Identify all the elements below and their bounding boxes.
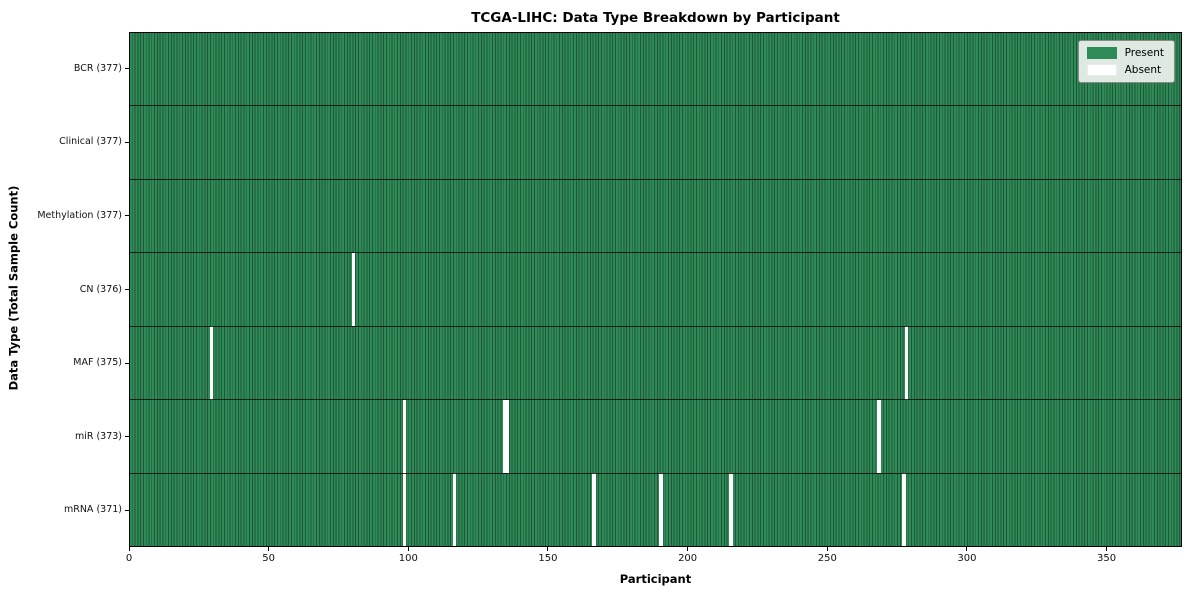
y-tick-label: MAF (375) [73, 357, 122, 369]
y-tick-mark [124, 215, 129, 217]
row-MAF [129, 326, 1182, 400]
row-Clinical [129, 106, 1182, 180]
y-tick-label: BCR (377) [73, 62, 122, 74]
y-tick-mark [124, 68, 129, 70]
x-axis-title: Participant [619, 572, 692, 586]
x-tick-label: 200 [678, 553, 698, 564]
y-tick-label: CN (376) [79, 283, 122, 295]
x-tick-label: 250 [817, 553, 837, 564]
x-tick-label: 150 [538, 553, 558, 564]
absent-bar [452, 473, 456, 547]
x-tick-label: 100 [398, 553, 418, 564]
absent-bar [209, 326, 213, 400]
absent-bar [877, 399, 881, 474]
legend-swatch-absent [1086, 64, 1117, 76]
row-CN [129, 252, 1182, 327]
absent-bar [352, 252, 356, 327]
y-tick-mark [124, 362, 129, 364]
x-tick-mark [407, 547, 409, 551]
row-Methylation [129, 179, 1182, 253]
legend-label: Present [1124, 47, 1164, 59]
y-tick-mark [124, 141, 129, 143]
x-tick-mark [826, 547, 828, 551]
x-tick-mark [687, 547, 689, 551]
absent-bar [659, 473, 663, 547]
y-tick-mark [124, 289, 129, 290]
y-tick-mark [124, 436, 129, 438]
x-tick-label: 350 [1097, 553, 1117, 564]
y-tick-label: mRNA (371) [63, 504, 122, 516]
legend-swatch-present [1086, 47, 1117, 59]
absent-bar [503, 399, 507, 474]
x-tick-mark [268, 547, 270, 551]
chart-title: TCGA-LIHC: Data Type Breakdown by Partic… [471, 10, 840, 26]
row-divider [129, 472, 1182, 474]
absent-bar [905, 326, 909, 400]
x-tick-mark [128, 547, 130, 551]
y-tick-mark [124, 509, 129, 511]
row-miR [129, 399, 1182, 474]
absent-bar [902, 473, 906, 547]
x-tick-mark [547, 547, 549, 551]
y-tick-label: Clinical (377) [59, 136, 122, 148]
absent-bar [729, 473, 733, 547]
absent-bar [402, 399, 406, 474]
legend-label: Absent [1124, 64, 1162, 76]
x-tick-label: 50 [262, 553, 275, 564]
legend-item: Present [1086, 47, 1164, 59]
y-tick-label: Methylation (377) [37, 209, 122, 221]
absent-bar [505, 399, 510, 474]
row-divider [129, 399, 1182, 401]
x-tick-mark [966, 547, 968, 551]
x-tick-label: 300 [957, 553, 977, 564]
row-divider [129, 325, 1182, 327]
row-divider [129, 178, 1182, 180]
plot-area: Present Absent [129, 32, 1182, 547]
y-tick-label: miR (373) [74, 430, 122, 442]
row-BCR [129, 32, 1182, 106]
absent-bar [592, 473, 596, 547]
absent-bar [402, 473, 406, 547]
x-tick-label: 0 [125, 553, 133, 564]
x-tick-mark [1106, 547, 1108, 551]
legend: Present Absent [1077, 40, 1175, 83]
legend-item: Absent [1086, 64, 1164, 76]
row-mRNA [129, 473, 1182, 547]
row-divider [129, 252, 1182, 254]
row-divider [129, 105, 1182, 107]
